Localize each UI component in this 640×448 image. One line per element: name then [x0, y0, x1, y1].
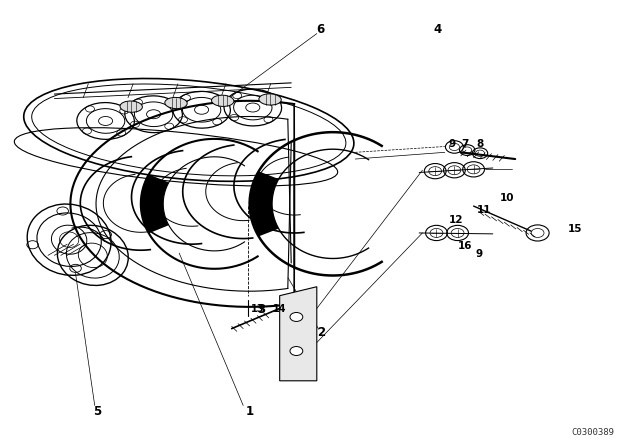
Text: 6: 6: [316, 22, 324, 36]
Text: 12: 12: [449, 215, 463, 224]
Polygon shape: [250, 171, 278, 237]
Ellipse shape: [165, 97, 187, 109]
Ellipse shape: [259, 94, 281, 105]
Text: 11: 11: [477, 205, 492, 215]
Ellipse shape: [212, 95, 234, 107]
Text: 15: 15: [568, 224, 582, 234]
Text: 13: 13: [251, 304, 265, 314]
Polygon shape: [141, 174, 169, 233]
Text: 7: 7: [461, 139, 469, 149]
PathPatch shape: [280, 287, 317, 381]
Text: 16: 16: [458, 241, 472, 250]
Text: 2: 2: [317, 326, 325, 339]
Text: C0300389: C0300389: [572, 428, 614, 437]
Circle shape: [290, 313, 303, 322]
Text: 9: 9: [448, 139, 456, 149]
Text: 14: 14: [273, 304, 287, 314]
Text: 10: 10: [500, 193, 515, 203]
Text: 1: 1: [246, 405, 253, 418]
Ellipse shape: [120, 101, 142, 112]
Circle shape: [290, 347, 303, 356]
Text: 4: 4: [433, 22, 441, 36]
Text: 3: 3: [257, 302, 265, 316]
Text: 5: 5: [93, 405, 101, 418]
Text: 9: 9: [475, 250, 483, 259]
Text: 8: 8: [476, 139, 484, 149]
